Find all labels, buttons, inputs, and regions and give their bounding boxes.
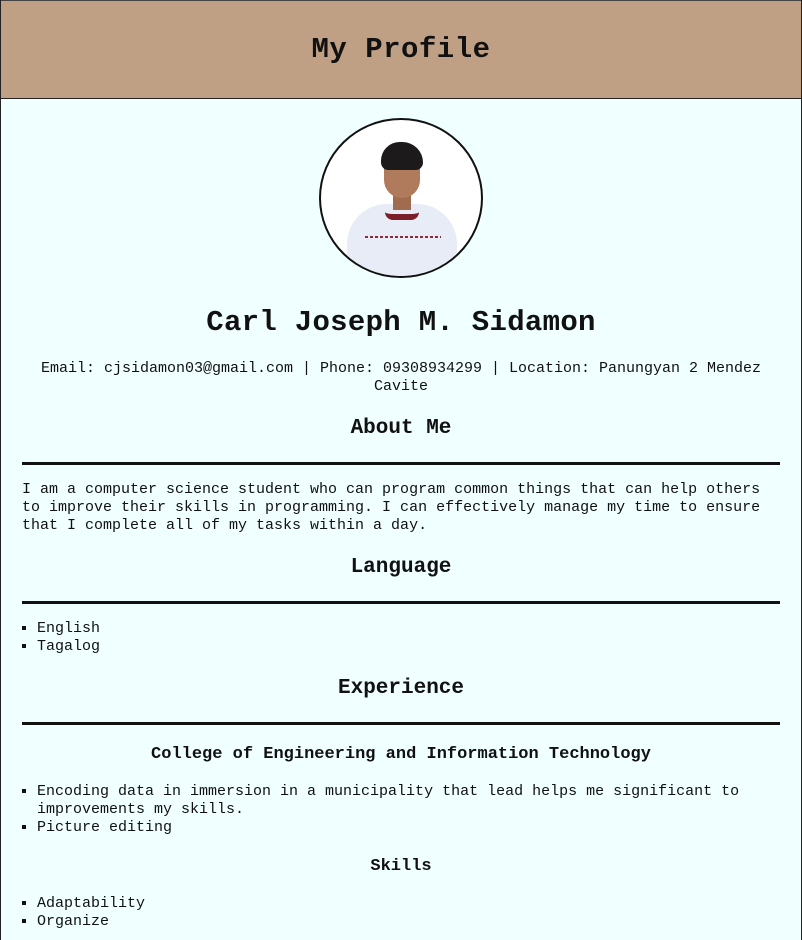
profile-photo (319, 118, 483, 278)
experience-item: Encoding data in immersion in a municipa… (37, 783, 780, 819)
photo-collar (385, 200, 419, 220)
skills-list: Adaptability Organize (22, 895, 780, 931)
language-list: English Tagalog (22, 620, 780, 656)
experience-heading: Experience (337, 677, 465, 700)
language-item: Tagalog (37, 638, 780, 656)
about-heading: About Me (350, 417, 452, 440)
about-text: I am a computer science student who can … (22, 481, 761, 534)
photo-wrapper (22, 118, 780, 278)
photo-shirt-stripe (365, 236, 441, 238)
skills-heading: Skills (370, 857, 432, 876)
profile-content: Carl Joseph M. Sidamon Email: cjsidamon0… (1, 118, 801, 931)
skill-item: Organize (37, 913, 780, 931)
page-header: My Profile (1, 0, 801, 99)
experience-divider (22, 722, 780, 725)
experience-org: College of Engineering and Information T… (151, 745, 651, 764)
photo-neck (393, 194, 411, 210)
contact-info: Email: cjsidamon03@gmail.com | Phone: 09… (40, 360, 762, 395)
experience-item: Picture editing (37, 819, 780, 837)
language-item: English (37, 620, 780, 638)
photo-hair (381, 142, 423, 170)
profile-name: Carl Joseph M. Sidamon (206, 306, 596, 339)
experience-list: Encoding data in immersion in a municipa… (22, 783, 780, 837)
skill-item: Adaptability (37, 895, 780, 913)
about-divider (22, 462, 780, 465)
language-heading: Language (350, 556, 452, 579)
language-divider (22, 601, 780, 604)
page-title: My Profile (311, 33, 491, 66)
